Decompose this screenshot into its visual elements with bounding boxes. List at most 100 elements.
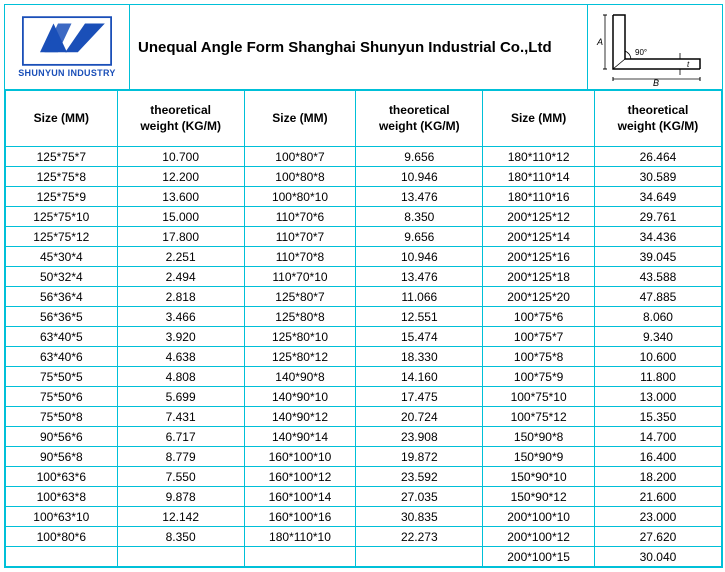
size-cell: 125*75*8 [6, 167, 118, 187]
weight-cell: 12.200 [117, 167, 244, 187]
size-cell: 100*63*10 [6, 507, 118, 527]
size-cell: 150*90*9 [483, 447, 595, 467]
size-cell: 160*100*14 [244, 487, 356, 507]
size-cell: 180*110*14 [483, 167, 595, 187]
table-row: 125*75*812.200100*80*810.946180*110*1430… [6, 167, 722, 187]
size-cell: 125*80*12 [244, 347, 356, 367]
weight-cell: 2.494 [117, 267, 244, 287]
size-cell: 100*80*8 [244, 167, 356, 187]
table-row: 125*75*913.600100*80*1013.476180*110*163… [6, 187, 722, 207]
weight-cell: 10.700 [117, 147, 244, 167]
weight-cell: 18.330 [356, 347, 483, 367]
logo-cell: SHUNYUN INDUSTRY [5, 5, 130, 89]
weight-cell: 23.000 [594, 507, 721, 527]
weight-cell: 13.476 [356, 187, 483, 207]
weight-cell: 30.589 [594, 167, 721, 187]
col-weight-3: theoreticalweight (KG/M) [594, 91, 721, 147]
size-cell: 160*100*10 [244, 447, 356, 467]
table-row: 45*30*42.251110*70*810.946200*125*1639.0… [6, 247, 722, 267]
weight-cell: 10.946 [356, 247, 483, 267]
weight-cell: 12.142 [117, 507, 244, 527]
table-row: 90*56*88.779160*100*1019.872150*90*916.4… [6, 447, 722, 467]
weight-cell: 27.035 [356, 487, 483, 507]
size-cell: 140*90*12 [244, 407, 356, 427]
weight-cell: 17.800 [117, 227, 244, 247]
weight-cell: 22.273 [356, 527, 483, 547]
size-cell: 200*100*12 [483, 527, 595, 547]
weight-cell: 34.649 [594, 187, 721, 207]
weight-cell: 43.588 [594, 267, 721, 287]
size-cell: 180*110*16 [483, 187, 595, 207]
table-row: 75*50*54.808140*90*814.160100*75*911.800 [6, 367, 722, 387]
size-cell: 110*70*10 [244, 267, 356, 287]
size-cell: 125*75*9 [6, 187, 118, 207]
weight-cell: 13.476 [356, 267, 483, 287]
weight-cell: 47.885 [594, 287, 721, 307]
size-cell [6, 547, 118, 567]
size-cell: 140*90*8 [244, 367, 356, 387]
size-cell: 140*90*10 [244, 387, 356, 407]
table-row: 90*56*66.717140*90*1423.908150*90*814.70… [6, 427, 722, 447]
size-cell: 100*75*9 [483, 367, 595, 387]
table-row: 63*40*53.920125*80*1015.474100*75*79.340 [6, 327, 722, 347]
weight-cell: 3.920 [117, 327, 244, 347]
size-cell: 63*40*6 [6, 347, 118, 367]
weight-cell: 15.350 [594, 407, 721, 427]
size-cell: 125*80*7 [244, 287, 356, 307]
weight-cell: 7.431 [117, 407, 244, 427]
title-cell: Unequal Angle Form Shanghai Shunyun Indu… [130, 5, 588, 89]
col-size-3: Size (MM) [483, 91, 595, 147]
size-cell: 200*100*10 [483, 507, 595, 527]
weight-cell: 21.600 [594, 487, 721, 507]
weight-cell: 8.350 [356, 207, 483, 227]
weight-cell: 11.800 [594, 367, 721, 387]
table-row: 125*75*1015.000110*70*68.350200*125*1229… [6, 207, 722, 227]
size-cell: 100*75*7 [483, 327, 595, 347]
size-cell: 100*63*6 [6, 467, 118, 487]
weight-cell: 15.000 [117, 207, 244, 227]
size-cell: 90*56*8 [6, 447, 118, 467]
document-title: Unequal Angle Form Shanghai Shunyun Indu… [138, 39, 552, 56]
size-cell: 160*100*12 [244, 467, 356, 487]
size-cell: 125*75*12 [6, 227, 118, 247]
size-cell: 100*80*7 [244, 147, 356, 167]
angle-diagram-cell: 90° A B t [588, 5, 722, 89]
size-cell [244, 547, 356, 567]
size-cell: 125*75*7 [6, 147, 118, 167]
dim-t-label: t [687, 60, 690, 69]
size-cell: 125*80*10 [244, 327, 356, 347]
size-cell: 50*32*4 [6, 267, 118, 287]
size-cell: 140*90*14 [244, 427, 356, 447]
weight-cell: 11.066 [356, 287, 483, 307]
weight-cell: 3.466 [117, 307, 244, 327]
weight-cell: 9.340 [594, 327, 721, 347]
col-weight-2: theoreticalweight (KG/M) [356, 91, 483, 147]
weight-cell: 14.700 [594, 427, 721, 447]
size-cell: 200*100*15 [483, 547, 595, 567]
table-row: 100*63*1012.142160*100*1630.835200*100*1… [6, 507, 722, 527]
spec-table: Size (MM) theoreticalweight (KG/M) Size … [5, 90, 722, 567]
table-row: 125*75*1217.800110*70*79.656200*125*1434… [6, 227, 722, 247]
table-body: 125*75*710.700100*80*79.656180*110*1226.… [6, 147, 722, 567]
table-row: 100*80*68.350180*110*1022.273200*100*122… [6, 527, 722, 547]
header-row: SHUNYUN INDUSTRY Unequal Angle Form Shan… [5, 5, 722, 90]
size-cell: 180*110*12 [483, 147, 595, 167]
logo-text: SHUNYUN INDUSTRY [18, 68, 115, 78]
angle-label: 90° [635, 48, 647, 57]
size-cell: 125*80*8 [244, 307, 356, 327]
weight-cell: 8.350 [117, 527, 244, 547]
size-cell: 45*30*4 [6, 247, 118, 267]
weight-cell: 34.436 [594, 227, 721, 247]
size-cell: 56*36*5 [6, 307, 118, 327]
col-size-2: Size (MM) [244, 91, 356, 147]
size-cell: 125*75*10 [6, 207, 118, 227]
weight-cell [117, 547, 244, 567]
weight-cell: 13.000 [594, 387, 721, 407]
weight-cell: 7.550 [117, 467, 244, 487]
weight-cell: 4.808 [117, 367, 244, 387]
weight-cell: 19.872 [356, 447, 483, 467]
size-cell: 150*90*8 [483, 427, 595, 447]
size-cell: 200*125*20 [483, 287, 595, 307]
dim-a-label: A [596, 37, 603, 47]
weight-cell: 20.724 [356, 407, 483, 427]
